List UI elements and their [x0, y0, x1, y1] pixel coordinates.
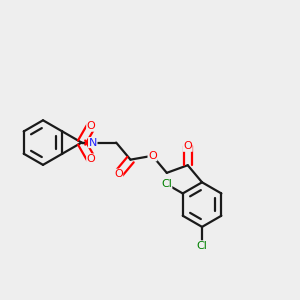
Text: O: O	[87, 154, 95, 164]
Text: O: O	[114, 169, 123, 179]
Text: Cl: Cl	[196, 241, 208, 251]
Text: O: O	[183, 141, 192, 151]
Text: Cl: Cl	[161, 179, 172, 189]
Text: O: O	[87, 121, 95, 131]
Text: O: O	[148, 151, 157, 161]
Text: N: N	[88, 138, 97, 148]
